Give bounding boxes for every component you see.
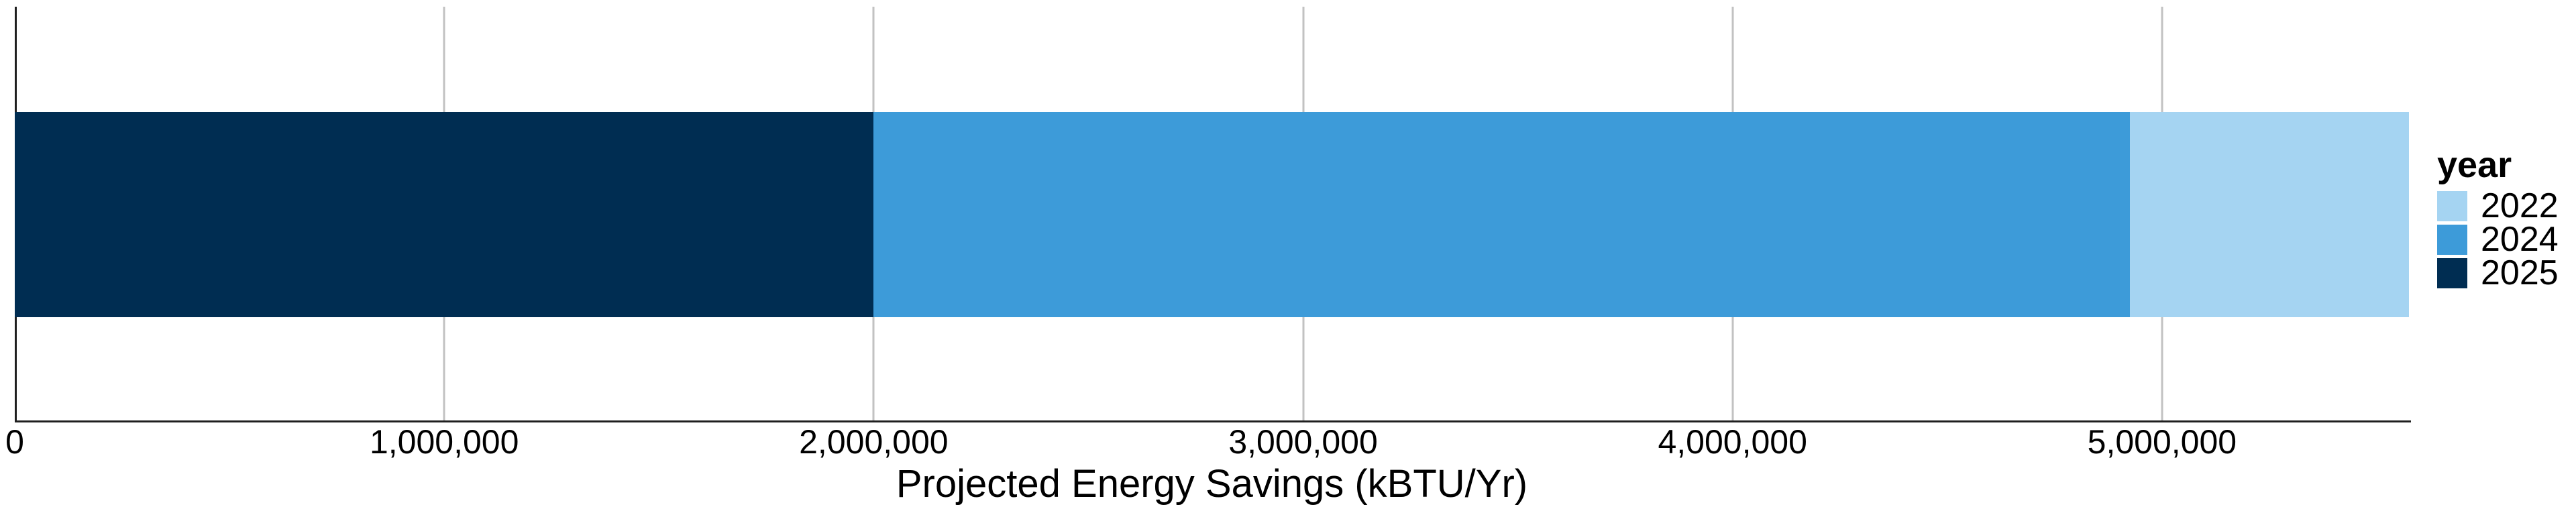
bar-segment-2025: [15, 112, 874, 317]
legend-label: 2025: [2481, 253, 2559, 292]
legend-label: 2022: [2481, 186, 2559, 225]
plot-panel: [15, 7, 2409, 420]
x-tick-label: 1,000,000: [369, 423, 519, 461]
x-tick-label: 4,000,000: [1658, 423, 1807, 461]
x-tick-label: 0: [5, 423, 24, 461]
stacked-bar: [15, 112, 2409, 317]
bar-segment-2024: [873, 112, 2130, 317]
legend-swatch: [2437, 224, 2467, 255]
legend-label: 2024: [2481, 220, 2559, 259]
legend-entry-2022: 2022: [2437, 186, 2559, 225]
bar-segment-2022: [2129, 112, 2409, 317]
x-tick-label: 5,000,000: [2087, 423, 2237, 461]
legend: year 2022 2024 2025: [2437, 145, 2559, 292]
x-axis-title: Projected Energy Savings (kBTU/Yr): [896, 462, 1528, 506]
x-tick-label: 2,000,000: [799, 423, 949, 461]
legend-entries: 2022 2024 2025: [2437, 186, 2559, 292]
legend-title: year: [2437, 145, 2512, 185]
legend-entry-2025: 2025: [2437, 253, 2559, 292]
x-tick-label: 3,000,000: [1228, 423, 1378, 461]
legend-swatch: [2437, 258, 2467, 288]
legend-entry-2024: 2024: [2437, 220, 2559, 259]
x-axis-ticks: 0 1,000,000 2,000,000 3,000,000 4,000,000 5,0…: [5, 421, 2409, 463]
legend-swatch: [2437, 190, 2467, 221]
x-axis-line: [15, 420, 2411, 422]
